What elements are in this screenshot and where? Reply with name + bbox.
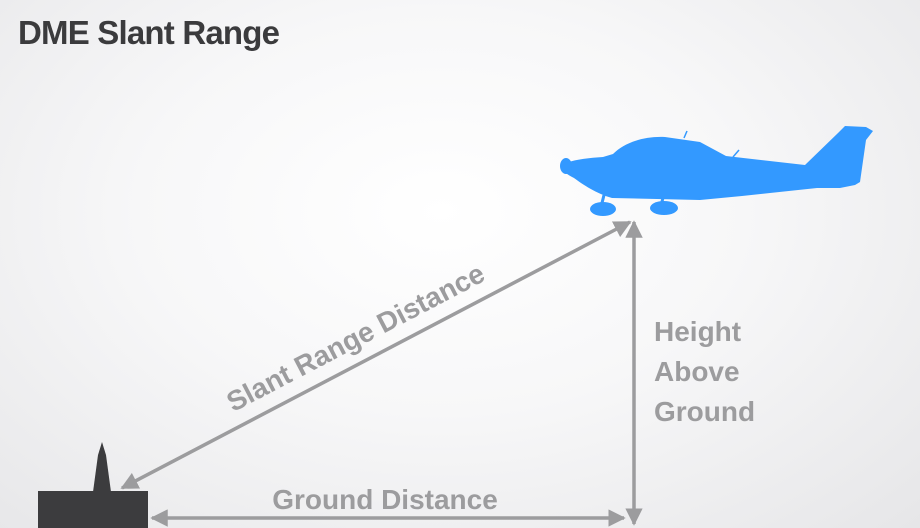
slant-range-label: Slant Range Distance bbox=[222, 258, 490, 418]
height-label-line3: Ground bbox=[654, 396, 755, 427]
dme-ground-station-icon bbox=[38, 442, 148, 528]
slant-range-arrow bbox=[120, 220, 632, 490]
airplane-icon bbox=[560, 126, 873, 216]
height-label-line2: Above bbox=[654, 356, 740, 387]
height-label-line1: Height bbox=[654, 316, 741, 347]
ground-distance-label: Ground Distance bbox=[272, 484, 498, 515]
diagram-title: DME Slant Range bbox=[18, 14, 280, 51]
